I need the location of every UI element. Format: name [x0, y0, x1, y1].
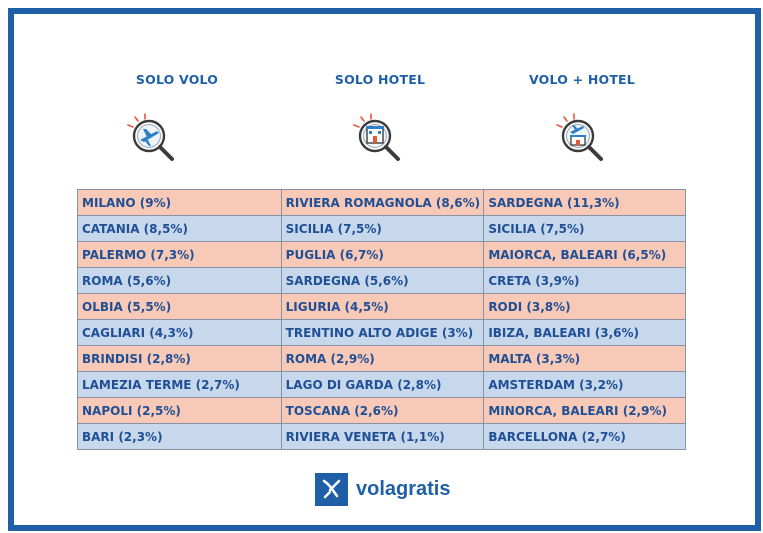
cell-solo-volo: LAMEZIA TERME (2,7%): [77, 371, 282, 398]
hotel-search-icon: [353, 113, 400, 161]
cell-solo-volo: CAGLIARI (4,3%): [77, 319, 282, 346]
cell-volo-hotel: SARDEGNA (11,3%): [483, 189, 686, 216]
table-row: ROMA (5,6%) SARDEGNA (5,6%) CRETA (3,9%): [77, 267, 686, 294]
volagratis-logo-mark: [315, 472, 348, 506]
cell-solo-hotel: ROMA (2,9%): [280, 345, 485, 372]
table-row: MILANO (9%) RIVIERA ROMAGNOLA (8,6%) SARDE…: [77, 189, 686, 216]
cell-solo-hotel: SARDEGNA (5,6%): [280, 267, 485, 294]
table-row: BRINDISI (2,8%) ROMA (2,9%) MALTA (3,3%): [77, 345, 686, 372]
table-row: BARI (2,3%) RIVIERA VENETA (1,1%) BARCELLO…: [77, 423, 686, 450]
cell-volo-hotel: CRETA (3,9%): [483, 267, 686, 294]
cell-solo-volo: CATANIA (8,5%): [77, 215, 282, 242]
cell-volo-hotel: IBIZA, BALEARI (3,6%): [483, 319, 686, 346]
table-row: LAMEZIA TERME (2,7%) LAGO DI GARDA (2,8%)…: [77, 371, 686, 398]
column-headers: SOLO VOLO SOLO HOTEL VOLO + HOTEL: [75, 72, 685, 92]
cell-solo-hotel: TOSCANA (2,6%): [280, 397, 485, 424]
plane-hotel-search-icon: [556, 113, 603, 161]
cell-solo-volo: OLBIA (5,5%): [77, 293, 282, 320]
cell-solo-hotel: RIVIERA VENETA (1,1%): [280, 423, 485, 450]
cell-solo-hotel: PUGLIA (6,7%): [280, 241, 485, 268]
volagratis-logo: volagratis: [315, 472, 450, 506]
cell-volo-hotel: MAIORCA, BALEARI (6,5%): [483, 241, 686, 268]
cell-solo-volo: BARI (2,3%): [77, 423, 282, 450]
table-row: PALERMO (7,3%) PUGLIA (6,7%) MAIORCA, BALE…: [77, 241, 686, 268]
table-row: CAGLIARI (4,3%) TRENTINO ALTO ADIGE (3%) I…: [77, 319, 686, 346]
cell-volo-hotel: SICILIA (7,5%): [483, 215, 686, 242]
cell-solo-volo: PALERMO (7,3%): [77, 241, 282, 268]
table-row: OLBIA (5,5%) LIGURIA (4,5%) RODI (3,8%): [77, 293, 686, 320]
header-solo-volo: SOLO VOLO: [135, 72, 219, 87]
cell-solo-volo: NAPOLI (2,5%): [77, 397, 282, 424]
cell-solo-hotel: RIVIERA ROMAGNOLA (8,6%): [280, 189, 485, 216]
table-row: NAPOLI (2,5%) TOSCANA (2,6%) MINORCA, BALE…: [77, 397, 686, 424]
cell-solo-hotel: LAGO DI GARDA (2,8%): [280, 371, 485, 398]
table-row: CATANIA (8,5%) SICILIA (7,5%) SICILIA (7,5…: [77, 215, 686, 242]
cell-volo-hotel: MALTA (3,3%): [483, 345, 686, 372]
logo-text: volagratis: [356, 477, 451, 500]
header-volo-hotel: VOLO + HOTEL: [529, 72, 635, 87]
cell-solo-hotel: SICILIA (7,5%): [280, 215, 485, 242]
cell-solo-volo: MILANO (9%): [77, 189, 282, 216]
cell-volo-hotel: MINORCA, BALEARI (2,9%): [483, 397, 686, 424]
cell-volo-hotel: RODI (3,8%): [483, 293, 686, 320]
plane-search-icon: [127, 113, 174, 161]
logo-arrow-icon: [322, 479, 340, 499]
destinations-table: MILANO (9%) RIVIERA ROMAGNOLA (8,6%) SARDE…: [77, 189, 686, 450]
cell-volo-hotel: BARCELLONA (2,7%): [483, 423, 686, 450]
cell-volo-hotel: AMSTERDAM (3,2%): [483, 371, 686, 398]
cell-solo-hotel: LIGURIA (4,5%): [280, 293, 485, 320]
cell-solo-volo: BRINDISI (2,8%): [77, 345, 282, 372]
cell-solo-hotel: TRENTINO ALTO ADIGE (3%): [280, 319, 485, 346]
cell-solo-volo: ROMA (5,6%): [77, 267, 282, 294]
header-solo-hotel: SOLO HOTEL: [334, 72, 426, 87]
